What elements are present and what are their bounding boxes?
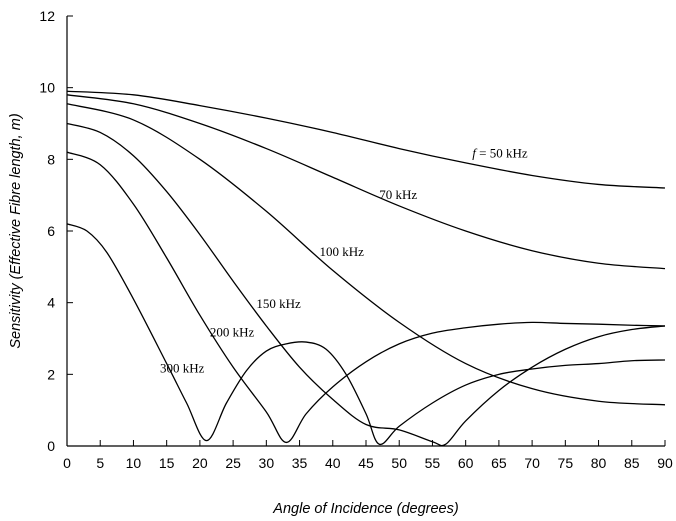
- x-tick-label: 60: [458, 455, 474, 471]
- y-axis-title: Sensitivity (Effective Fibre length, m): [8, 113, 24, 348]
- series-line: [66, 94, 666, 270]
- y-tick-label: 2: [47, 366, 55, 382]
- axes: [66, 16, 665, 447]
- series-line: [66, 122, 666, 447]
- x-tick-label: 25: [225, 455, 241, 471]
- x-tick-label: 0: [63, 455, 71, 471]
- x-tick-label: 65: [491, 455, 507, 471]
- ticks: 0 5 10 15 20 25 30 35 40 45 50 55 60 65 70 75 80 85 90 0 2 4 6…: [39, 8, 673, 471]
- series-label: 150 kHz: [256, 296, 301, 311]
- x-tick-label: 70: [524, 455, 540, 471]
- x-tick-label: 90: [657, 455, 673, 471]
- series-label-prefix: f: [472, 146, 478, 161]
- x-tick-label: 35: [292, 455, 308, 471]
- series-line: [66, 223, 666, 445]
- x-tick-label: 85: [624, 455, 640, 471]
- x-tick-label: 10: [126, 455, 142, 471]
- series-line: [66, 103, 666, 406]
- x-tick-label: 5: [96, 455, 104, 471]
- x-tick-label: 20: [192, 455, 208, 471]
- series-label: 70 kHz: [379, 187, 417, 202]
- y-tick-label: 4: [47, 295, 55, 311]
- x-tick-label: 50: [391, 455, 407, 471]
- y-tick-label: 6: [47, 223, 55, 239]
- series-label-rest: = 50 kHz: [476, 146, 528, 161]
- y-tick-label: 10: [39, 80, 55, 96]
- series-label: 100 kHz: [319, 244, 364, 259]
- y-tick-label: 0: [47, 438, 55, 454]
- series-line: [66, 90, 666, 189]
- y-tick-label: 12: [39, 8, 55, 24]
- x-axis-title: Angle of Incidence (degrees): [272, 501, 458, 517]
- y-tick-label: 8: [47, 151, 55, 167]
- x-tick-label: 40: [325, 455, 341, 471]
- series-label: f = 50 kHz: [472, 146, 528, 161]
- x-tick-label: 30: [259, 455, 275, 471]
- x-tick-label: 55: [425, 455, 441, 471]
- series-label: 300 kHz: [160, 361, 205, 376]
- x-tick-label: 15: [159, 455, 175, 471]
- curves: [66, 90, 666, 447]
- series-label: 200 kHz: [210, 325, 255, 340]
- x-tick-label: 45: [358, 455, 374, 471]
- x-tick-label: 80: [591, 455, 607, 471]
- x-tick-label: 75: [558, 455, 574, 471]
